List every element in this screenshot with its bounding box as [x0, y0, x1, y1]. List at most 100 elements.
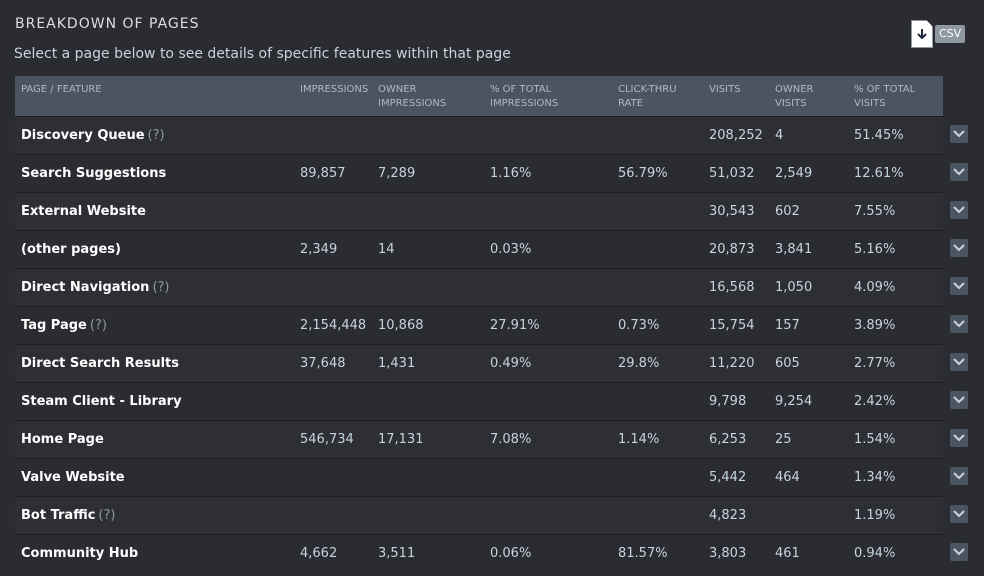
owner-visits-cell: 157: [775, 318, 800, 333]
section-title: BREAKDOWN OF PAGES: [15, 16, 200, 32]
expand-row-button[interactable]: [950, 201, 968, 219]
visits-cell: 51,032: [709, 166, 755, 181]
page-name: Valve Website: [21, 459, 125, 496]
col-header-click-thru-rate[interactable]: CLICK-THRU RATE: [618, 84, 677, 109]
owner-visits-cell: 461: [775, 546, 800, 561]
page-name-text: Steam Client - Library: [21, 394, 182, 409]
page-name: Steam Client - Library: [21, 383, 182, 420]
owner-impressions-cell: 10,868: [378, 318, 424, 333]
chevron-down-icon: [953, 206, 965, 214]
pct-visits-cell: 1.34%: [854, 470, 896, 485]
table-row[interactable]: Search Suggestions 89,857 7,289 1.16% 56.79%…: [15, 154, 968, 192]
table-row[interactable]: Home Page 546,734 17,131 7.08% 1.14% 6,253 25 1…: [15, 420, 968, 458]
table-row[interactable]: Discovery Queue (?) 208,252 4 51.45%: [15, 116, 968, 154]
pct-impressions-cell: 7.08%: [490, 432, 532, 447]
page-name-text: Valve Website: [21, 470, 125, 485]
owner-impressions-cell: 14: [378, 242, 395, 257]
visits-cell: 16,568: [709, 280, 755, 295]
col-header-owner-impressions[interactable]: OWNER IMPRESSIONS: [378, 84, 447, 109]
download-file-icon: [911, 20, 933, 48]
pct-impressions-cell: 0.06%: [490, 546, 532, 561]
page-name-text: Home Page: [21, 432, 104, 447]
visits-cell: 11,220: [709, 356, 755, 371]
pct-impressions-cell: 27.91%: [490, 318, 540, 333]
expand-row-button[interactable]: [950, 429, 968, 447]
page-name-text: Direct Search Results: [21, 356, 179, 371]
col-header-visits[interactable]: VISITS: [709, 84, 741, 95]
expand-row-button[interactable]: [950, 163, 968, 181]
page-name-text: Discovery Queue: [21, 128, 145, 143]
col-header-pct-visits[interactable]: % OF TOTAL VISITS: [854, 84, 916, 109]
expand-row-button[interactable]: [950, 277, 968, 295]
page-name: Discovery Queue (?): [21, 117, 165, 154]
impressions-cell: 89,857: [300, 166, 346, 181]
col-header-pct-impressions[interactable]: % OF TOTAL IMPRESSIONS: [490, 84, 559, 109]
expand-row-button[interactable]: [950, 391, 968, 409]
col-header-page-feature[interactable]: PAGE / FEATURE: [21, 84, 102, 95]
owner-visits-cell: 2,549: [775, 166, 813, 181]
owner-visits-cell: 464: [775, 470, 800, 485]
pct-visits-cell: 12.61%: [854, 166, 904, 181]
csv-download-button[interactable]: CSV: [911, 19, 966, 49]
impressions-cell: 4,662: [300, 546, 338, 561]
table-header: PAGE / FEATURE IMPRESSIONS OWNER IMPRESSI…: [15, 76, 943, 116]
page-name: Community Hub: [21, 535, 138, 572]
visits-cell: 15,754: [709, 318, 755, 333]
pct-visits-cell: 1.54%: [854, 432, 896, 447]
page-name-text: Search Suggestions: [21, 166, 167, 181]
pct-impressions-cell: 1.16%: [490, 166, 532, 181]
chevron-down-icon: [953, 358, 965, 366]
col-header-impressions[interactable]: IMPRESSIONS: [300, 84, 369, 95]
impressions-cell: 2,154,448: [300, 318, 367, 333]
expand-row-button[interactable]: [950, 125, 968, 143]
owner-visits-cell: 4: [775, 128, 784, 143]
expand-row-button[interactable]: [950, 239, 968, 257]
table-row[interactable]: Tag Page (?) 2,154,448 10,868 27.91% 0.73% 15,…: [15, 306, 968, 344]
expand-row-button[interactable]: [950, 467, 968, 485]
col-header-owner-visits[interactable]: OWNER VISITS: [775, 84, 814, 109]
pct-visits-cell: 3.89%: [854, 318, 896, 333]
click-thru-rate-cell: 0.73%: [618, 318, 660, 333]
pct-visits-cell: 5.16%: [854, 242, 896, 257]
help-link[interactable]: (?): [147, 128, 165, 143]
expand-row-button[interactable]: [950, 543, 968, 561]
chevron-down-icon: [953, 510, 965, 518]
owner-visits-cell: 1,050: [775, 280, 813, 295]
chevron-down-icon: [953, 396, 965, 404]
owner-visits-cell: 602: [775, 204, 800, 219]
help-link[interactable]: (?): [152, 280, 170, 295]
page-name-text: Bot Traffic: [21, 508, 96, 523]
expand-row-button[interactable]: [950, 353, 968, 371]
section-subtitle: Select a page below to see details of sp…: [14, 46, 511, 62]
table-row[interactable]: Direct Search Results 37,648 1,431 0.49% 29.…: [15, 344, 968, 382]
table-row[interactable]: External Website 30,543 602 7.55%: [15, 192, 968, 230]
table-row[interactable]: Steam Client - Library 9,798 9,254 2.42%: [15, 382, 968, 420]
table-row[interactable]: Bot Traffic (?) 4,823 1.19%: [15, 496, 968, 534]
click-thru-rate-cell: 81.57%: [618, 546, 668, 561]
visits-cell: 6,253: [709, 432, 747, 447]
table-row[interactable]: Direct Navigation (?) 16,568 1,050 4.09%: [15, 268, 968, 306]
chevron-down-icon: [953, 168, 965, 176]
chevron-down-icon: [953, 320, 965, 328]
page-name-text: External Website: [21, 204, 146, 219]
chevron-down-icon: [953, 548, 965, 556]
impressions-cell: 546,734: [300, 432, 354, 447]
page-name: Home Page: [21, 421, 104, 458]
help-link[interactable]: (?): [89, 318, 107, 333]
owner-visits-cell: 3,841: [775, 242, 813, 257]
help-link[interactable]: (?): [98, 508, 116, 523]
pages-table: PAGE / FEATURE IMPRESSIONS OWNER IMPRESSI…: [15, 76, 968, 572]
chevron-down-icon: [953, 244, 965, 252]
visits-cell: 4,823: [709, 508, 747, 523]
page-name-text: (other pages): [21, 242, 121, 257]
expand-row-button[interactable]: [950, 505, 968, 523]
expand-row-button[interactable]: [950, 315, 968, 333]
pct-impressions-cell: 0.03%: [490, 242, 532, 257]
owner-visits-cell: 605: [775, 356, 800, 371]
table-row[interactable]: Community Hub 4,662 3,511 0.06% 81.57% 3,803 4…: [15, 534, 968, 572]
table-row[interactable]: (other pages) 2,349 14 0.03% 20,873 3,841 5.16…: [15, 230, 968, 268]
chevron-down-icon: [953, 434, 965, 442]
owner-impressions-cell: 3,511: [378, 546, 416, 561]
page-name-text: Direct Navigation: [21, 280, 150, 295]
table-row[interactable]: Valve Website 5,442 464 1.34%: [15, 458, 968, 496]
